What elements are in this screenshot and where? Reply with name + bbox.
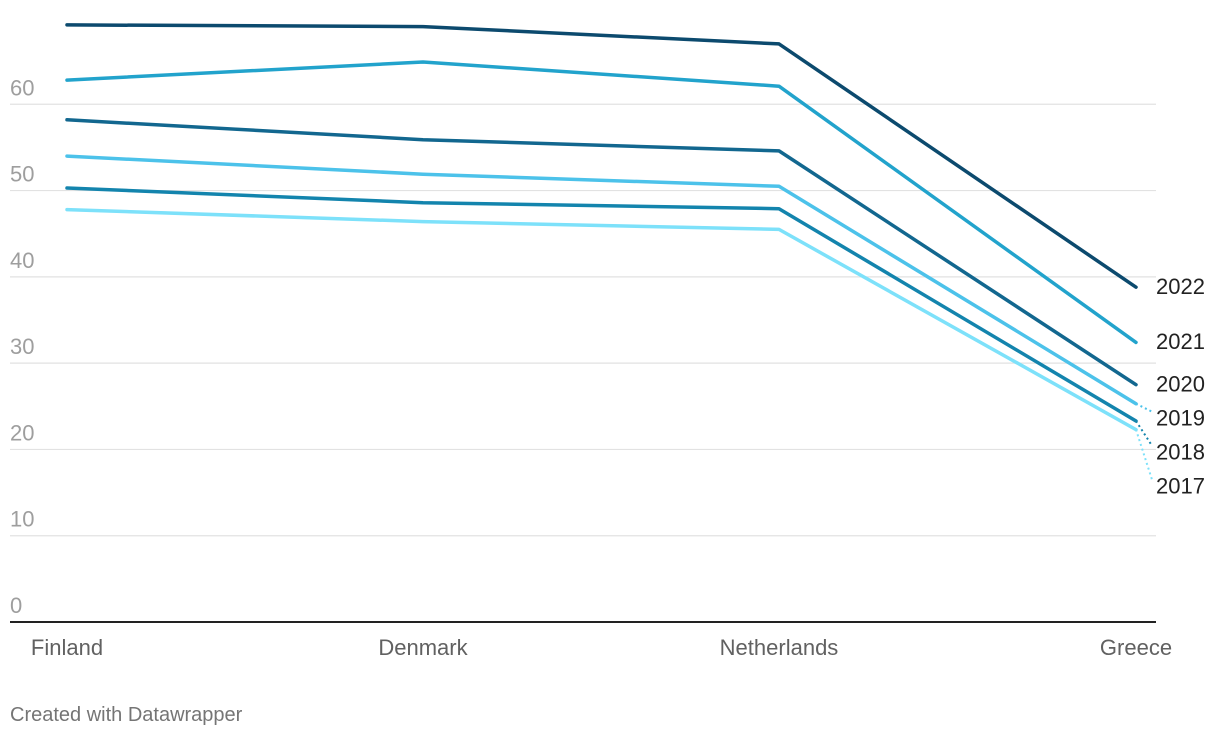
- series-line-2020: [65, 118, 1138, 387]
- x-tick-label: Denmark: [378, 635, 468, 660]
- x-tick-label: Finland: [31, 635, 103, 660]
- y-tick-label: 40: [10, 248, 34, 273]
- series-label-2021: 2021: [1156, 329, 1205, 354]
- y-axis: 0 10 20 30 40 50 60: [10, 75, 34, 618]
- series-label-2019: 2019: [1156, 406, 1205, 431]
- series-line-2018: [65, 186, 1138, 423]
- series-line-2021: [65, 60, 1138, 345]
- label-leader-line: [1135, 402, 1153, 413]
- y-tick-label: 0: [10, 593, 22, 618]
- gridlines: [10, 103, 1156, 623]
- series-label-2017: 2017: [1156, 474, 1205, 499]
- series-label-2022: 2022: [1156, 274, 1205, 299]
- y-tick-label: 60: [10, 75, 34, 100]
- x-axis: Finland Denmark Netherlands Greece: [31, 635, 1172, 660]
- series-line-2022: [65, 23, 1138, 289]
- series-labels: 2022 2021 2020 2019 2018 2017: [1135, 274, 1205, 499]
- x-tick-label: Netherlands: [720, 635, 839, 660]
- label-leader-line: [1135, 420, 1153, 447]
- y-tick-label: 20: [10, 420, 34, 445]
- series-line-2017: [65, 207, 1138, 432]
- x-tick-label: Greece: [1100, 635, 1172, 660]
- series-label-2020: 2020: [1156, 372, 1205, 397]
- y-tick-label: 10: [10, 507, 34, 532]
- label-leader-line: [1135, 429, 1153, 481]
- y-tick-label: 50: [10, 162, 34, 187]
- credit-text: Created with Datawrapper: [10, 704, 243, 726]
- series-line-2019: [65, 154, 1138, 406]
- series-lines: [65, 23, 1138, 432]
- y-tick-label: 30: [10, 334, 34, 359]
- series-label-2018: 2018: [1156, 440, 1205, 465]
